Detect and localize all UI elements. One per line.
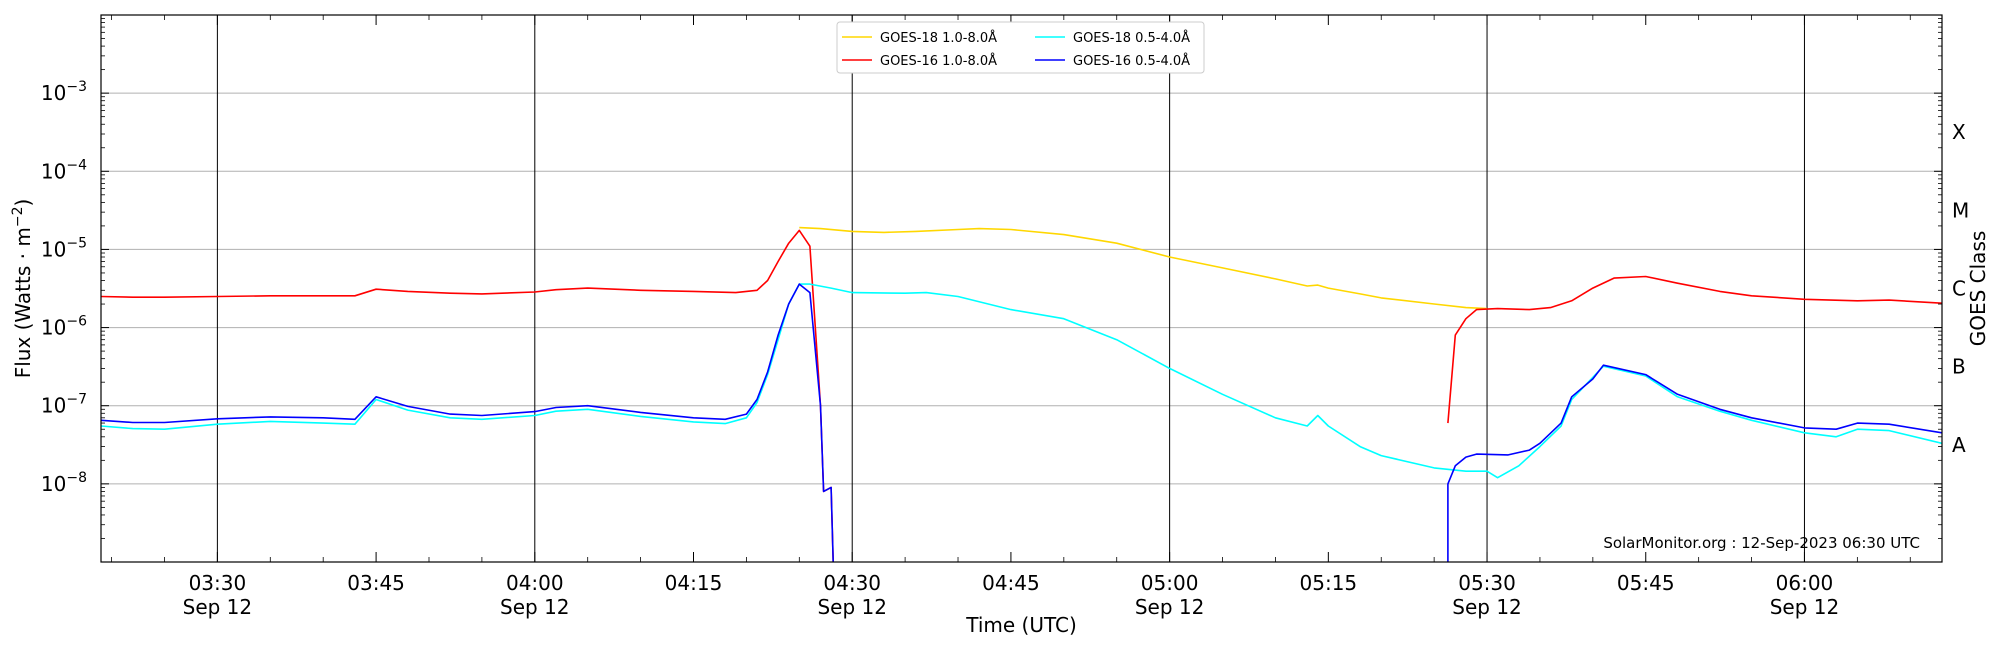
series-line-1	[799, 226, 1488, 310]
x-tick-label: 03:30	[189, 571, 247, 595]
goes-class-label: C	[1952, 277, 1966, 301]
x-tick-date-label: Sep 12	[500, 595, 570, 619]
x-tick-label: 04:00	[506, 571, 564, 595]
goes-class-label: X	[1952, 120, 1966, 144]
x-tick-label: 04:15	[665, 571, 723, 595]
x-tick-label: 05:30	[1458, 571, 1516, 595]
x-tick-label: 05:00	[1141, 571, 1199, 595]
series-line-2	[101, 229, 1942, 562]
goes-class-label: M	[1952, 198, 1969, 222]
x-tick-date-label: Sep 12	[1452, 595, 1522, 619]
legend-label: GOES-18 0.5-4.0Å	[1073, 30, 1190, 46]
x-tick-date-label: Sep 12	[817, 595, 887, 619]
series-line-4	[101, 283, 1942, 562]
legend: GOES-18 1.0-8.0Å GOES-16 1.0-8.0Å GOES-18 …	[836, 21, 1205, 74]
y-axis-label: Flux (Watts · m−2)	[10, 199, 35, 379]
y-tick-label: 10−6	[41, 314, 87, 340]
x-tick-label: 04:30	[823, 571, 881, 595]
goes-class-label: A	[1952, 433, 1966, 457]
x-tick-label: 06:00	[1776, 571, 1834, 595]
legend-label: GOES-16 1.0-8.0Å	[880, 53, 997, 69]
goes-class-axis-label: GOES Class	[1966, 231, 1990, 347]
y-tick-label: 10−5	[41, 235, 87, 261]
x-tick-label: 05:15	[1300, 571, 1358, 595]
x-axis-label: Time (UTC)	[965, 613, 1077, 637]
legend-label: GOES-18 1.0-8.0Å	[880, 30, 997, 46]
goes-class-label: B	[1952, 355, 1966, 379]
x-tick-date-label: Sep 12	[1770, 595, 1840, 619]
x-tick-date-label: Sep 12	[1135, 595, 1205, 619]
series-lines	[101, 226, 1942, 562]
y-tick-label: 10−7	[41, 392, 87, 418]
credit-text: SolarMonitor.org : 12-Sep-2023 06:30 UTC	[1603, 534, 1920, 552]
legend-box	[836, 21, 1205, 74]
x-tick-label: 04:45	[982, 571, 1040, 595]
plot-frame	[100, 14, 1943, 563]
y-tick-label: 10−4	[41, 157, 87, 183]
x-tick-label: 03:45	[347, 571, 405, 595]
x-tick-date-label: Sep 12	[183, 595, 253, 619]
legend-label: GOES-16 0.5-4.0Å	[1073, 53, 1190, 69]
y-tick-label: 10−8	[41, 470, 87, 496]
y-tick-label: 10−3	[41, 79, 87, 105]
series-line-3	[101, 283, 1942, 479]
x-tick-label: 05:45	[1617, 571, 1675, 595]
